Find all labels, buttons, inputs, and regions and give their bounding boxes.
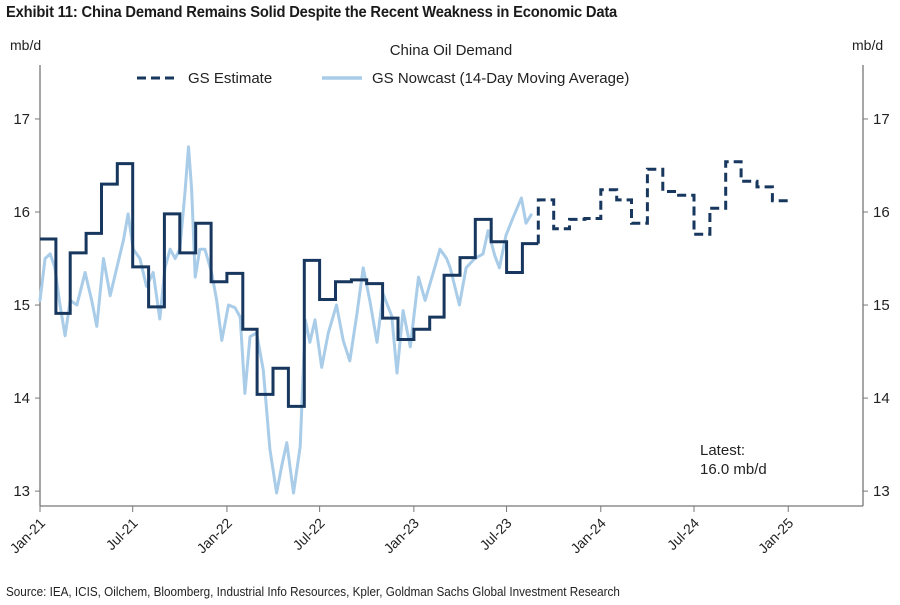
- chart-title: China Oil Demand: [390, 42, 513, 59]
- x-tick-label: Jul-21: [103, 515, 141, 553]
- y-tick-label-left: 13: [13, 483, 30, 500]
- x-tick-label: Jul-24: [664, 515, 702, 553]
- source-note: Source: IEA, ICIS, Oilchem, Bloomberg, I…: [6, 584, 620, 599]
- legend-label-gs-estimate: GS Estimate: [188, 70, 272, 87]
- y-tick-label-left: 17: [13, 111, 30, 128]
- gs-nowcast-line: [38, 145, 533, 495]
- x-tick-label: Jan-25: [755, 515, 797, 557]
- y-tick-label-left: 16: [13, 204, 30, 221]
- x-tick-label: Jul-22: [289, 515, 327, 553]
- x-tick-label: Jul-23: [476, 515, 514, 553]
- y-tick-label-left: 14: [13, 390, 30, 407]
- x-tick-label: Jan-21: [7, 515, 49, 557]
- x-tick-label: Jan-22: [193, 515, 235, 557]
- gs-estimate-line-forecast: [536, 160, 789, 244]
- y-tick-label-right: 14: [873, 390, 890, 407]
- y-tick-label-left: 15: [13, 297, 30, 314]
- legend-label-gs-nowcast: GS Nowcast (14-Day Moving Average): [372, 70, 629, 87]
- series-layer: [38, 145, 789, 495]
- latest-annotation-line1: Latest:: [700, 442, 745, 459]
- gs-estimate-line-actual: [40, 162, 539, 408]
- y-tick-label-right: 13: [873, 483, 890, 500]
- y-axis-label-left: mb/d: [10, 37, 41, 53]
- y-tick-label-right: 15: [873, 297, 890, 314]
- exhibit-title: Exhibit 11: China Demand Remains Solid D…: [6, 4, 618, 21]
- y-tick-label-right: 16: [873, 204, 890, 221]
- y-tick-label-right: 17: [873, 111, 890, 128]
- x-tick-label: Jan-23: [380, 515, 422, 557]
- legend: GS Estimate GS Nowcast (14-Day Moving Av…: [137, 70, 629, 87]
- axes: 13 13 14 14 15 15 16 16 17 17 Jan-21 Jul-21 Jan-22 Ju…: [7, 65, 890, 556]
- x-tick-label: Jan-24: [567, 515, 609, 557]
- y-axis-label-right: mb/d: [852, 37, 883, 53]
- latest-annotation-line2: 16.0 mb/d: [700, 461, 767, 478]
